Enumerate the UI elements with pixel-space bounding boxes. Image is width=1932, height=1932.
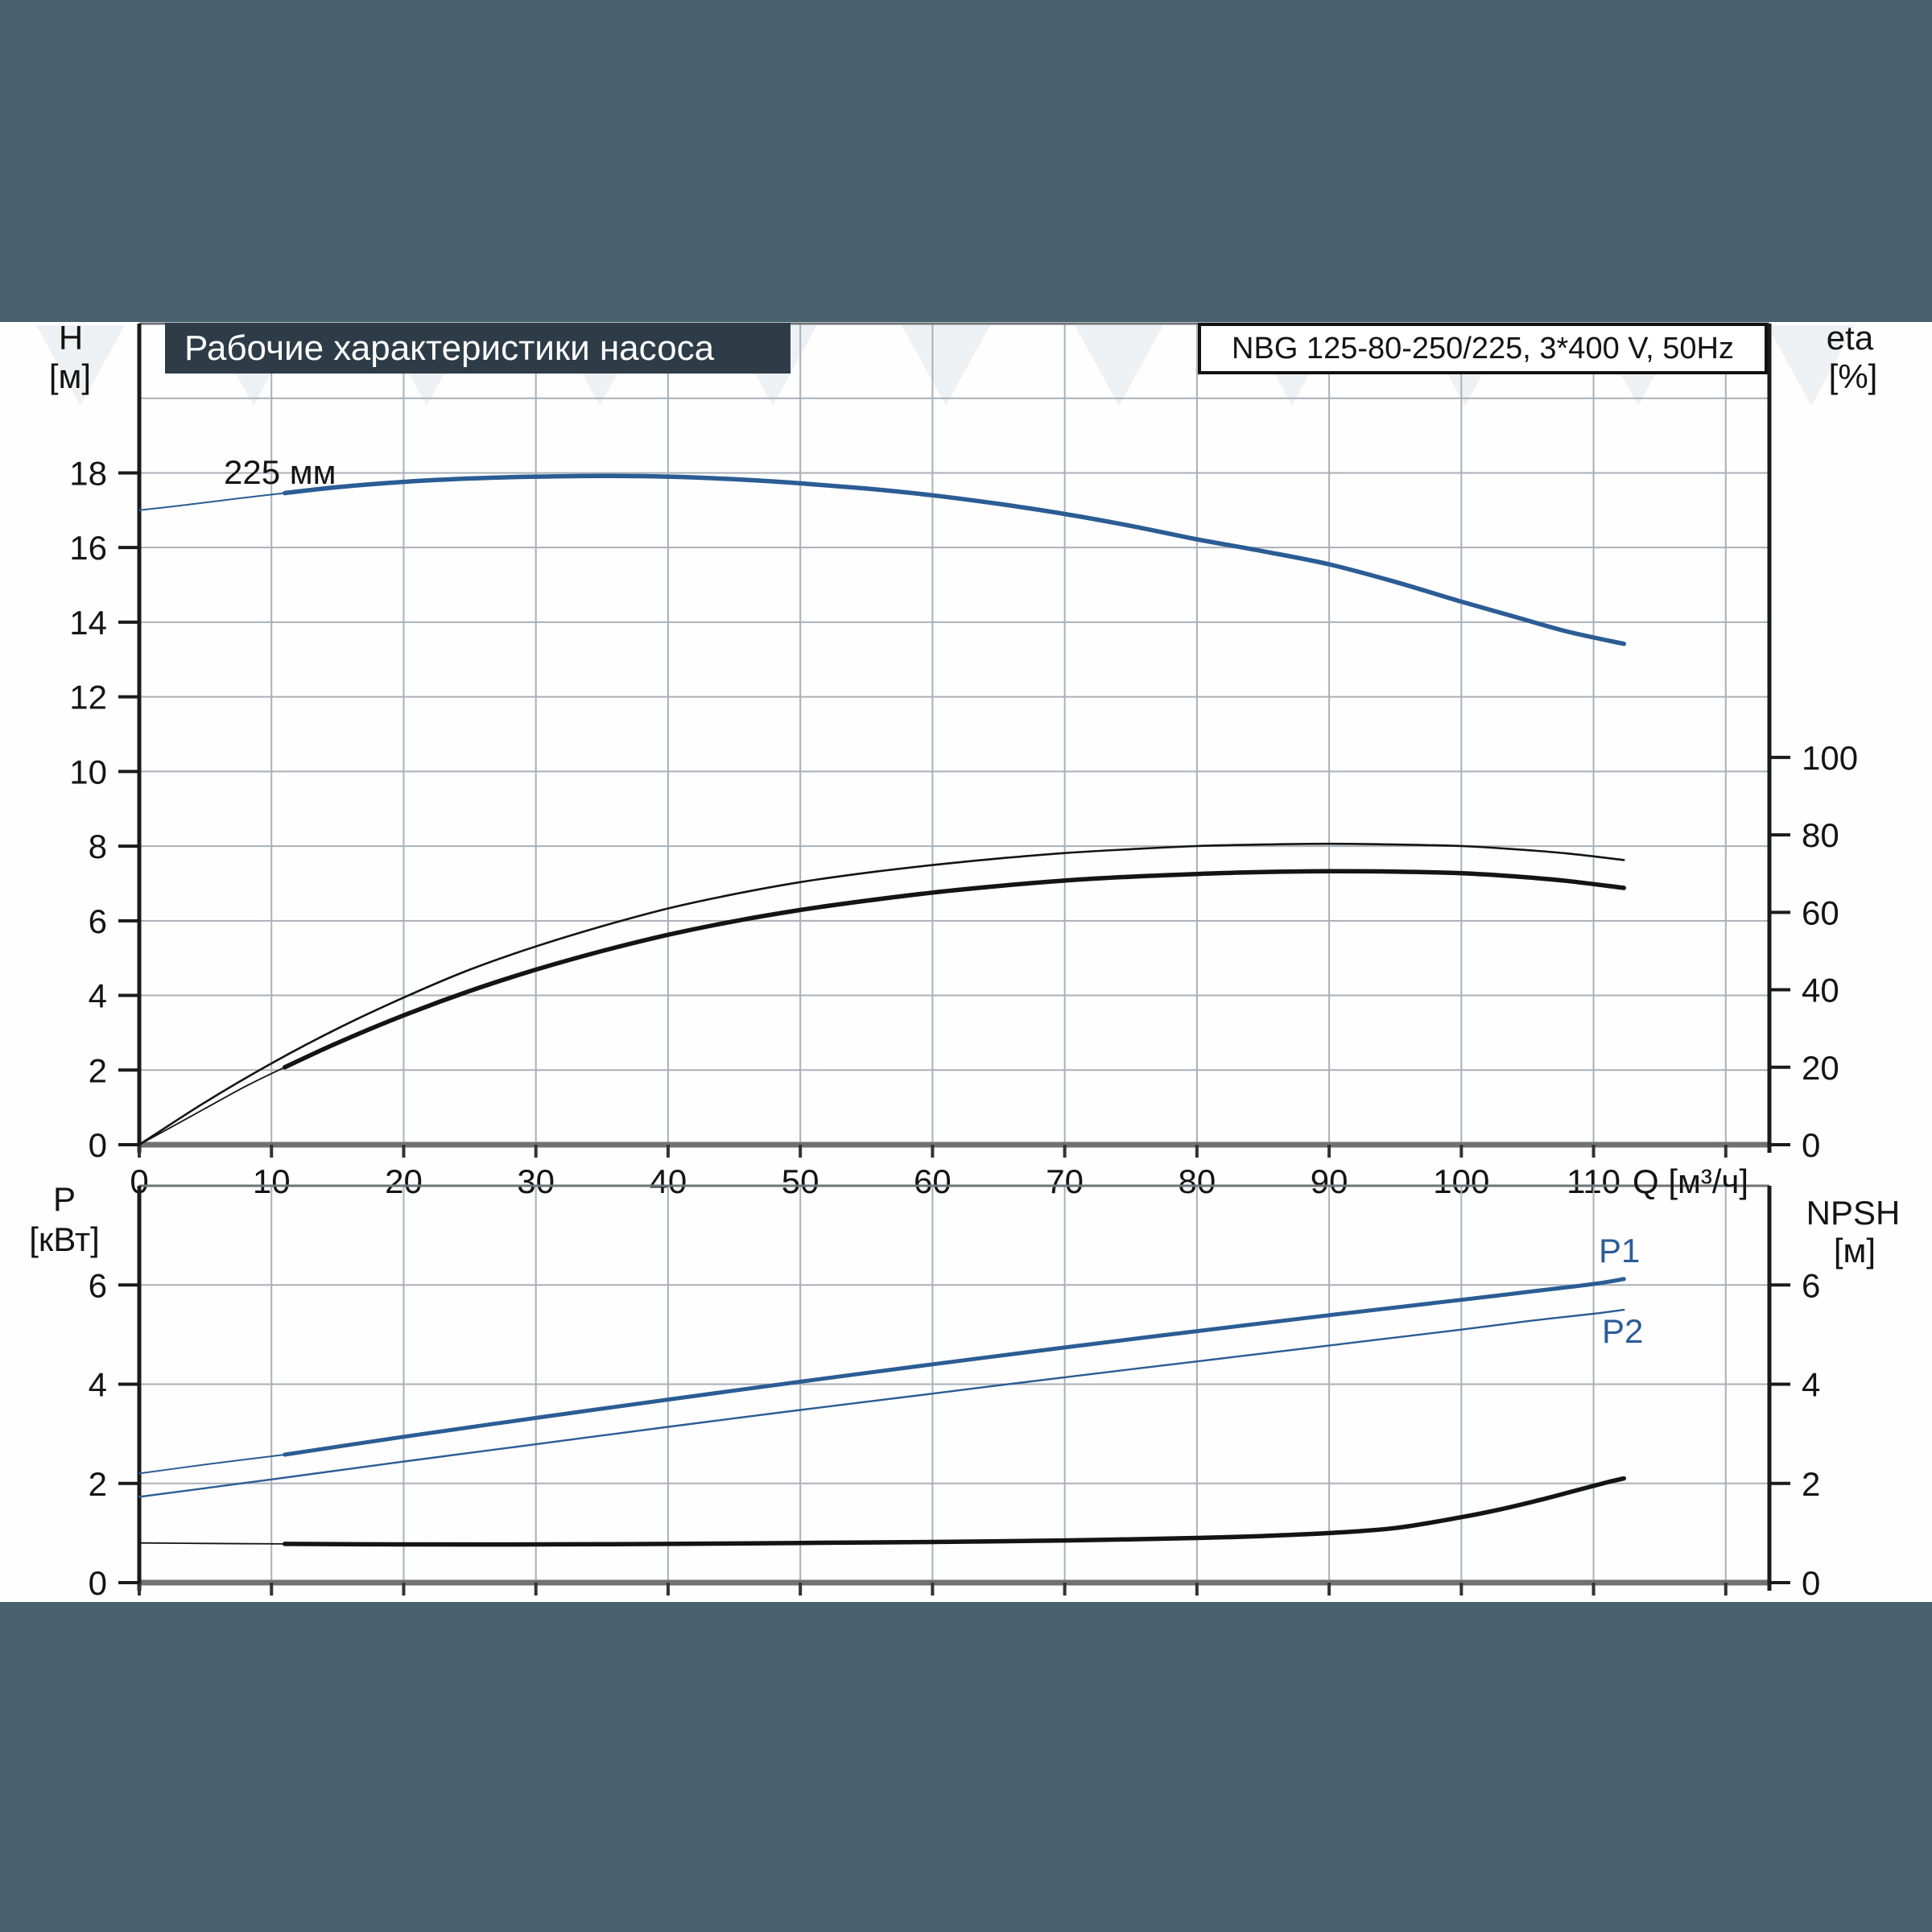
pump-model-box: NBG 125-80-250/225, 3*400 V, 50Hz bbox=[1198, 323, 1768, 374]
impeller-size-label: 225 мм bbox=[224, 453, 336, 491]
power-axis-unit: [кВт] bbox=[29, 1220, 100, 1258]
chart-title-box: Рабочие характеристики насоса bbox=[165, 323, 791, 374]
pump-model: NBG 125-80-250/225, 3*400 V, 50Hz bbox=[1232, 332, 1734, 365]
eta-axis-unit: [%] bbox=[1828, 357, 1878, 395]
p1-curve-label: P1 bbox=[1599, 1232, 1641, 1269]
chart-panel bbox=[0, 322, 1932, 1602]
p2-curve-label: P2 bbox=[1602, 1312, 1644, 1350]
power-axis-unit-symbol: P bbox=[52, 1180, 76, 1218]
flow-axis-unit: Q [м³/ч] bbox=[1633, 1162, 1749, 1200]
chart-title: Рабочие характеристики насоса bbox=[184, 328, 715, 368]
head-axis-unit-symbol: H bbox=[58, 319, 84, 357]
head-axis-unit: [м] bbox=[48, 357, 92, 395]
npsh-axis-unit: [м] bbox=[1833, 1232, 1876, 1269]
eta-axis-unit-symbol: eta bbox=[1826, 319, 1874, 357]
npsh-axis-unit-symbol: NPSH bbox=[1806, 1194, 1901, 1232]
